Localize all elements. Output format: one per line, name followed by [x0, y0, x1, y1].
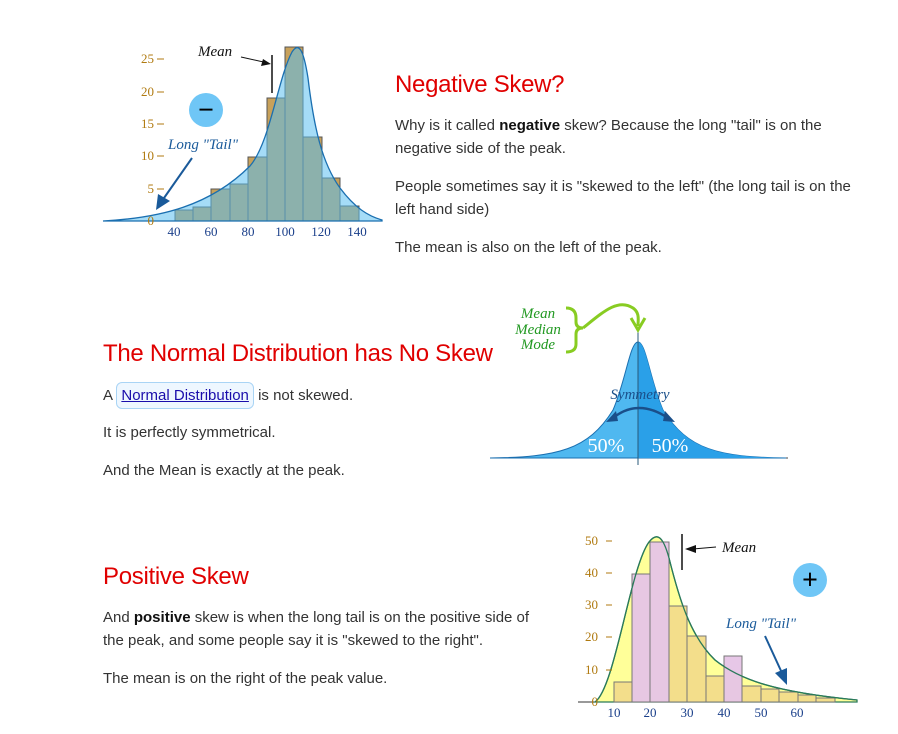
right-50-percent-label: 50%	[652, 435, 689, 457]
symmetry-label: Symmetry	[610, 387, 669, 403]
y-tick-label: 0	[592, 694, 599, 709]
plus-badge	[793, 563, 827, 597]
y-tick-label: 50	[585, 533, 598, 548]
x-tick-label: 120	[311, 224, 331, 239]
left-50-percent-label: 50%	[588, 435, 625, 457]
normal-distribution-title: The Normal Distribution has No Skew	[103, 340, 493, 367]
positive-skew-paragraph-1: And positive skew is when the long tail …	[103, 609, 530, 649]
y-tick-label: 5	[148, 181, 155, 196]
x-tick-label: 60	[791, 705, 804, 720]
negative-skew-paragraph-2: People sometimes say it is "skewed to th…	[395, 178, 851, 218]
negative-skew-paragraph-3: The mean is also on the left of the peak…	[395, 239, 662, 256]
normal-paragraph-1: A Normal Distribution is not skewed.	[103, 382, 353, 409]
histogram-bar	[741, 685, 762, 703]
x-tick-label: 80	[242, 224, 255, 239]
minus-badge	[189, 93, 223, 127]
x-tick-label: 60	[205, 224, 218, 239]
histogram-bar	[613, 681, 633, 703]
normal-distribution-chart: Mean Median Mode Symmetry 50% 50%	[489, 303, 788, 465]
negative-skew-title: Negative Skew?	[395, 71, 565, 98]
mean-label: Mean	[520, 306, 555, 322]
brace-icon	[565, 306, 584, 354]
x-tick-label: 100	[275, 224, 295, 239]
median-label: Median	[514, 322, 561, 338]
histogram-bar	[649, 541, 670, 703]
bell-curve-right-half	[638, 342, 786, 458]
mean-annotation: Mean	[197, 44, 232, 60]
plus-sign: +	[802, 565, 818, 596]
histogram-bar	[705, 675, 725, 703]
x-tick-label: 10	[608, 705, 621, 720]
y-tick-label: 10	[585, 662, 598, 677]
y-tick-label: 30	[585, 597, 598, 612]
mode-label: Mode	[520, 337, 555, 353]
x-tick-label: 40	[718, 705, 731, 720]
y-tick-label: 20	[141, 84, 154, 99]
positive-skew-chart: 0 10 20 30 40 50 10 20 30 40 50 60 Mean …	[578, 533, 858, 720]
histogram-bar	[668, 605, 688, 703]
histogram-bar	[778, 691, 799, 703]
y-tick-label: 20	[585, 629, 598, 644]
normal-paragraph-2: It is perfectly symmetrical.	[103, 424, 276, 441]
positive-skew-paragraph-2: The mean is on the right of the peak val…	[103, 670, 388, 687]
long-tail-annotation: Long "Tail"	[725, 616, 797, 632]
skew-curve	[102, 47, 383, 222]
x-tick-label: 30	[681, 705, 694, 720]
y-tick-label: 40	[585, 565, 598, 580]
x-tick-label: 140	[347, 224, 367, 239]
y-tick-label: 10	[141, 148, 154, 163]
normal-distribution-link[interactable]: Normal Distribution	[121, 387, 249, 404]
histogram-bar	[797, 694, 817, 703]
histogram-bar	[631, 573, 651, 703]
histogram-bar	[815, 697, 836, 703]
x-tick-label: 40	[168, 224, 181, 239]
histogram-bar	[723, 655, 743, 703]
x-tick-label: 50	[755, 705, 768, 720]
normal-distribution-link-pill[interactable]: Normal Distribution	[116, 382, 254, 409]
y-tick-label: 0	[148, 213, 155, 228]
negative-skew-chart: 0 5 10 15 20 25 40 60 80 100 120 140 Mea…	[102, 44, 383, 239]
mean-annotation: Mean	[721, 540, 756, 556]
negative-skew-paragraph-1: Why is it called negative skew? Because …	[395, 117, 822, 157]
minus-sign: −	[198, 95, 214, 126]
normal-paragraph-3: And the Mean is exactly at the peak.	[103, 462, 345, 479]
positive-skew-title: Positive Skew	[103, 563, 249, 590]
y-tick-label: 15	[141, 116, 154, 131]
histogram-bar	[760, 688, 780, 703]
symmetry-arrow	[612, 406, 669, 420]
y-tick-label: 25	[141, 51, 154, 66]
x-tick-label: 20	[644, 705, 657, 720]
long-tail-annotation: Long "Tail"	[167, 137, 239, 153]
